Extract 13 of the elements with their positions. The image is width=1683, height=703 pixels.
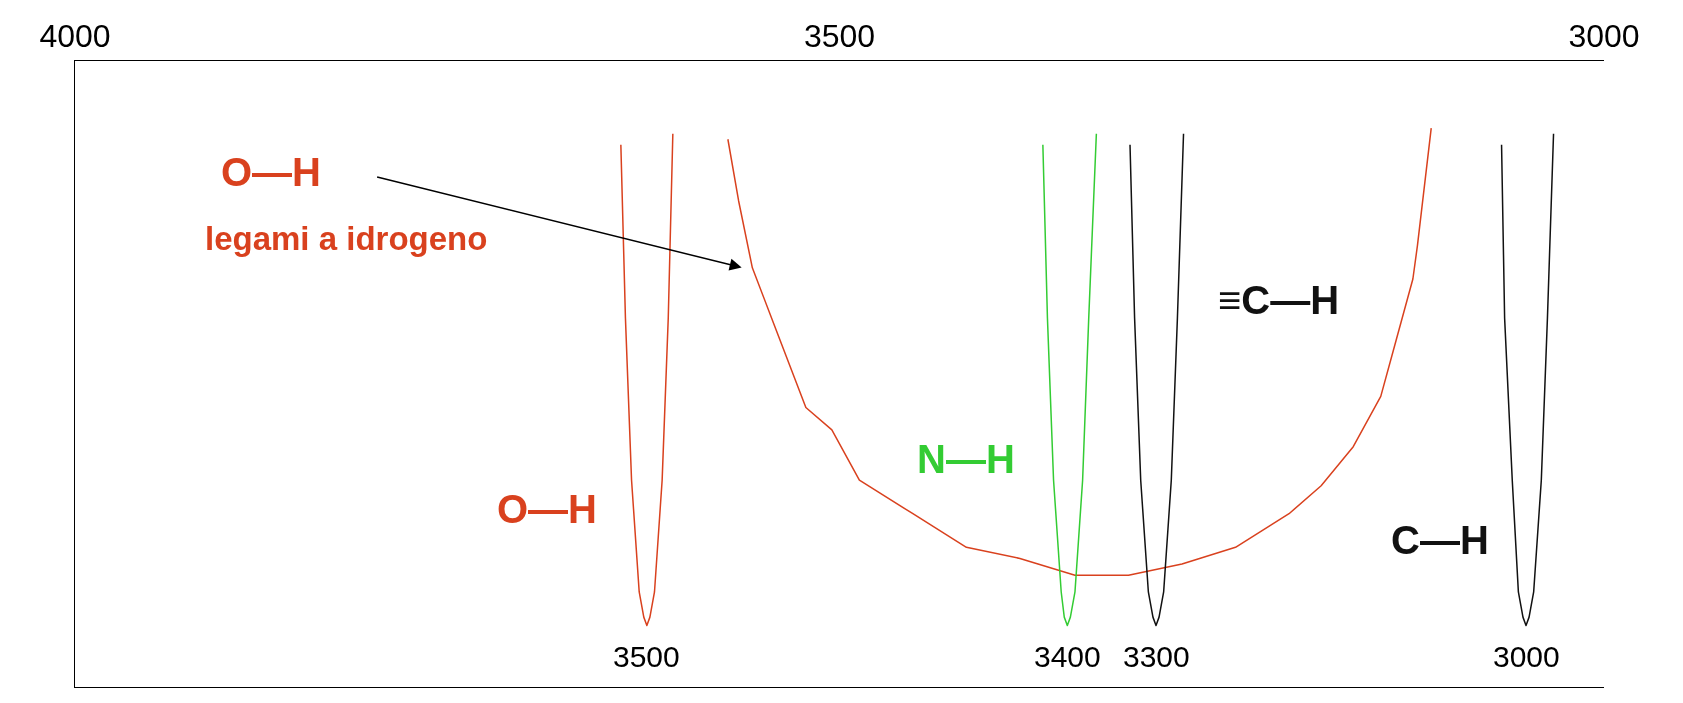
annotation: O—H — [221, 150, 321, 194]
annotation: 3400 — [1034, 640, 1101, 673]
series-label: ≡C—H — [1218, 278, 1340, 322]
x-tick-label: 4000 — [39, 18, 111, 55]
series-label: O—H — [497, 487, 597, 531]
x-tick-label: 3500 — [803, 18, 876, 55]
series-label: N—H — [917, 437, 1015, 481]
annotation: 3500 — [613, 640, 680, 673]
annotation: 3300 — [1123, 640, 1190, 673]
series-label: C—H — [1391, 518, 1489, 562]
annotation: legami a idrogeno — [205, 220, 488, 257]
x-tick-label: 3000 — [1568, 18, 1640, 55]
annotation: 3000 — [1493, 640, 1560, 673]
